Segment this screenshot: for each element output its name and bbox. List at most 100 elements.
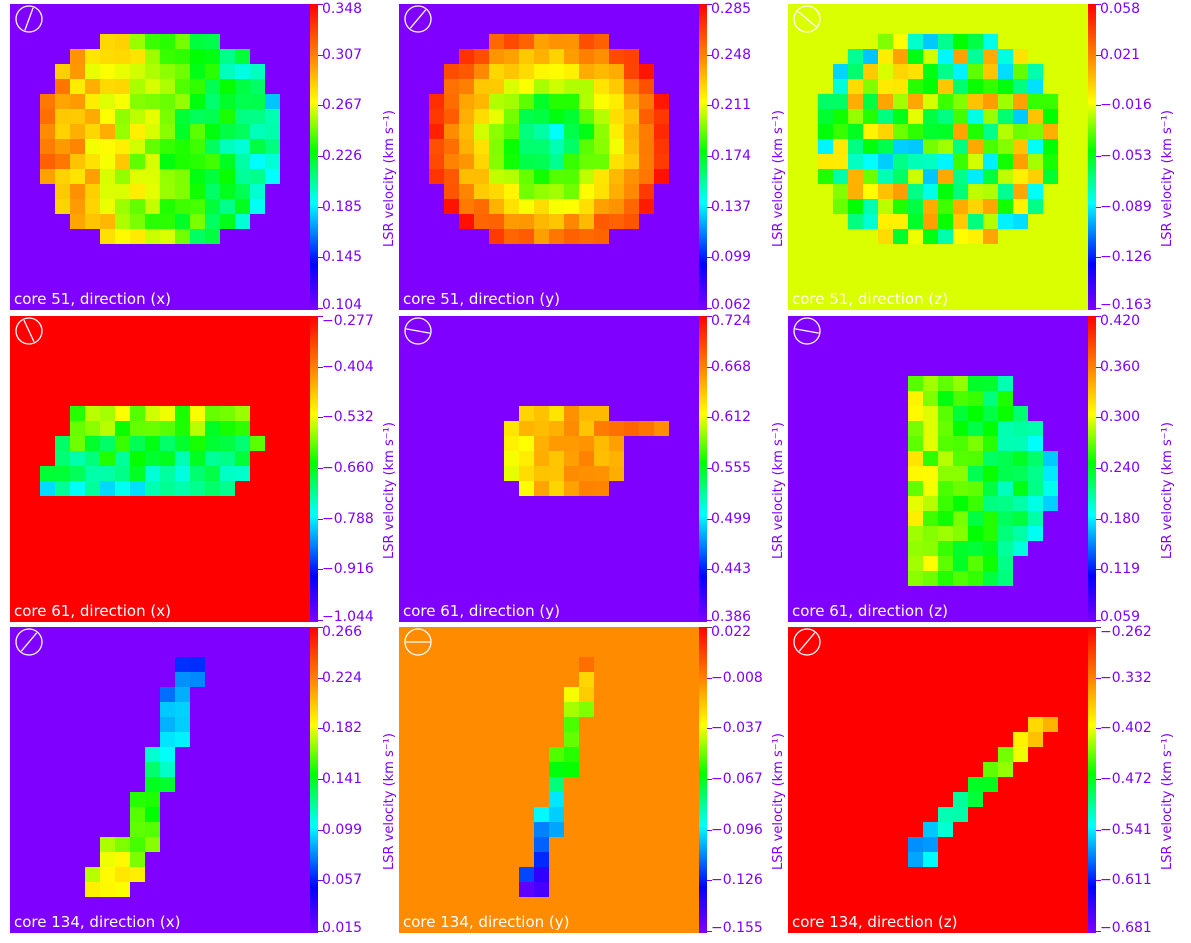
map-pixel — [519, 64, 534, 79]
map-pixel — [85, 421, 100, 436]
colorbar-tick-label: −0.089 — [1100, 199, 1152, 215]
map-pixel — [519, 882, 534, 897]
map-pixel — [594, 64, 609, 79]
colorbar-tickmark — [1096, 156, 1101, 157]
map-pixel — [265, 169, 280, 184]
map-pixel — [998, 496, 1013, 511]
map-pixel — [115, 34, 130, 49]
map-pixel — [878, 34, 893, 49]
map-pixel — [100, 49, 115, 64]
map-pixel — [579, 657, 594, 672]
map-pixel — [968, 49, 983, 64]
map-pixel — [1043, 124, 1058, 139]
map-pixel — [85, 64, 100, 79]
map-pixel — [923, 556, 938, 571]
map-pixel — [549, 421, 564, 436]
panel-caption: core 134, direction (x) — [14, 913, 181, 931]
map-pixel — [1013, 451, 1028, 466]
colorbar-tickmark — [1096, 308, 1101, 309]
velocity-map: core 61, direction (z) — [788, 316, 1088, 622]
map-pixel — [519, 406, 534, 421]
pixel-field — [40, 34, 280, 244]
map-pixel — [1028, 94, 1043, 109]
map-pixel — [474, 139, 489, 154]
map-pixel — [908, 436, 923, 451]
map-pixel — [833, 169, 848, 184]
map-pixel — [70, 199, 85, 214]
map-pixel — [115, 882, 130, 897]
map-pixel — [205, 169, 220, 184]
map-pixel — [579, 687, 594, 702]
map-pixel — [564, 94, 579, 109]
map-pixel — [833, 124, 848, 139]
map-pixel — [100, 139, 115, 154]
map-pixel — [549, 792, 564, 807]
map-pixel — [893, 34, 908, 49]
map-pixel — [594, 184, 609, 199]
map-panel: core 134, direction (y) 0.022 −0.008 −0.037… — [399, 625, 797, 935]
map-pixel — [908, 571, 923, 586]
map-pixel — [160, 64, 175, 79]
map-pixel — [564, 34, 579, 49]
map-pixel — [908, 376, 923, 391]
map-pixel — [953, 79, 968, 94]
colorbar-tickmark — [318, 678, 323, 679]
colorbar-tickmark — [318, 257, 323, 258]
map-pixel — [549, 451, 564, 466]
map-pixel — [938, 481, 953, 496]
colorbar-tickmark — [318, 417, 323, 418]
map-pixel — [534, 139, 549, 154]
map-pixel — [579, 436, 594, 451]
colorbar-tickmark — [1096, 779, 1101, 780]
map-pixel — [908, 64, 923, 79]
map-pixel — [609, 436, 624, 451]
map-pixel — [908, 406, 923, 421]
map-pixel — [235, 451, 250, 466]
map-pixel — [564, 49, 579, 64]
panel-caption: core 61, direction (y) — [403, 602, 560, 620]
colorbar-tick-label: 0.099 — [322, 822, 363, 838]
map-pixel — [968, 214, 983, 229]
map-pixel — [938, 526, 953, 541]
map-pixel — [938, 214, 953, 229]
map-pixel — [115, 852, 130, 867]
map-pixel — [953, 214, 968, 229]
map-pixel — [549, 109, 564, 124]
map-pixel — [848, 109, 863, 124]
map-pixel — [1028, 717, 1043, 732]
map-pixel — [250, 124, 265, 139]
velocity-map: core 134, direction (z) — [788, 627, 1088, 933]
map-pixel — [205, 94, 220, 109]
map-pixel — [474, 169, 489, 184]
map-pixel — [100, 229, 115, 244]
map-pixel — [145, 436, 160, 451]
map-pixel — [998, 49, 1013, 64]
map-pixel — [998, 481, 1013, 496]
map-pixel — [579, 64, 594, 79]
map-pixel — [160, 154, 175, 169]
colorbar-tick-label: −0.163 — [1100, 297, 1152, 313]
map-pixel — [145, 49, 160, 64]
map-pixel — [504, 466, 519, 481]
colorbar-tickmark — [707, 257, 712, 258]
map-pixel — [130, 466, 145, 481]
map-pixel — [968, 777, 983, 792]
map-pixel — [968, 79, 983, 94]
map-pixel — [145, 822, 160, 837]
map-pixel — [40, 124, 55, 139]
colorbar-tick-label: −0.660 — [322, 460, 374, 476]
map-pixel — [639, 109, 654, 124]
map-pixel — [70, 64, 85, 79]
colorbar-tick-label: 0.185 — [322, 199, 363, 215]
map-pixel — [1013, 541, 1028, 556]
map-pixel — [833, 64, 848, 79]
map-pixel — [848, 214, 863, 229]
map-panel: core 134, direction (z) −0.262 −0.332 −0.40… — [788, 625, 1186, 935]
map-pixel — [459, 79, 474, 94]
map-pixel — [1028, 124, 1043, 139]
map-pixel — [953, 436, 968, 451]
colorbar-tickmark — [1096, 257, 1101, 258]
map-pixel — [609, 466, 624, 481]
map-pixel — [1043, 139, 1058, 154]
map-pixel — [250, 199, 265, 214]
